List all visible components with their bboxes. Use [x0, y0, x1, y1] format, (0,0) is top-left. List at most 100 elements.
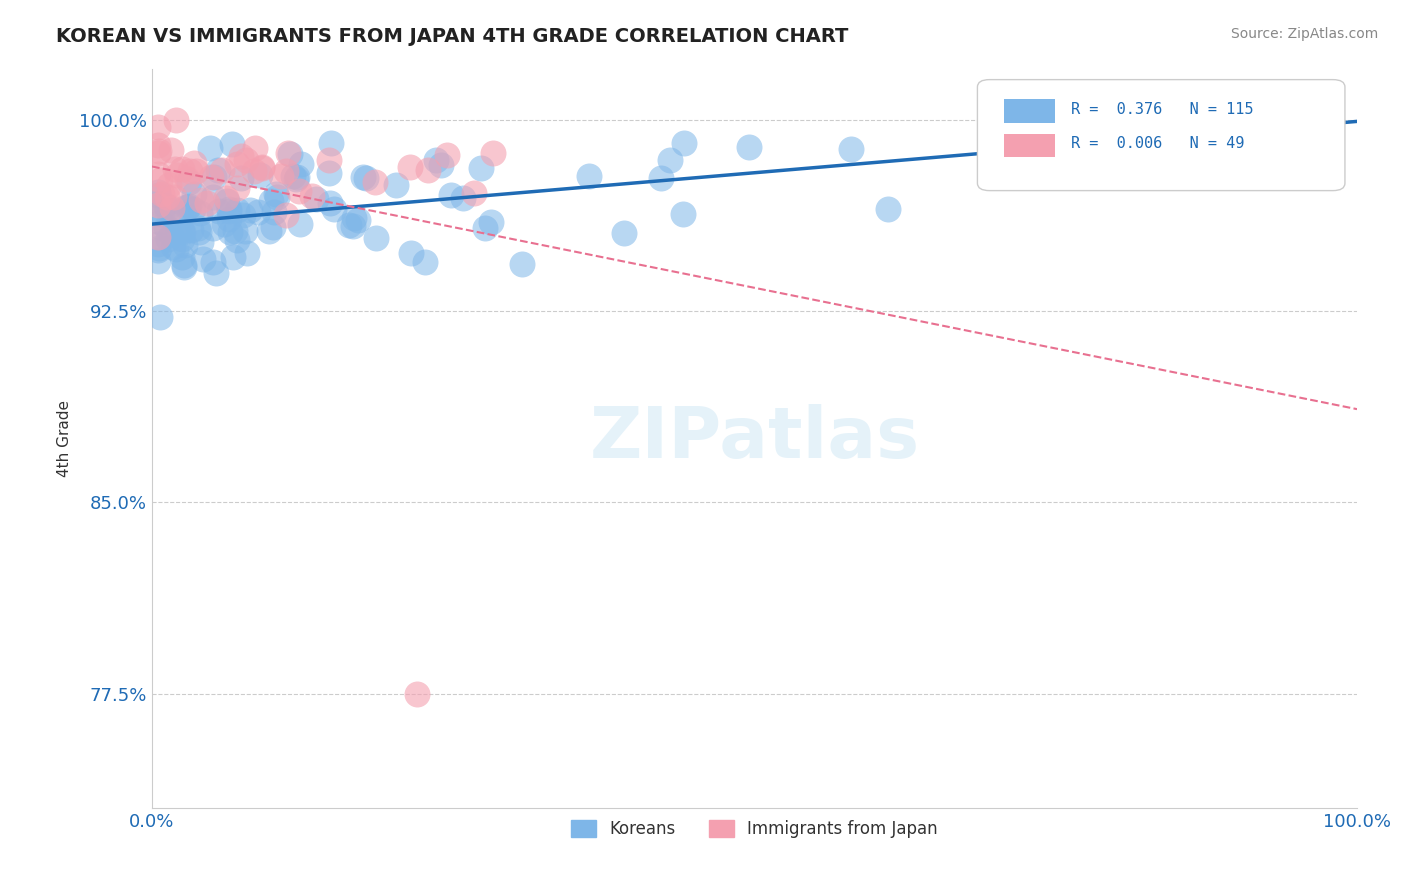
Point: [259, 194, 281, 208]
Point: [200, 141, 222, 155]
Point: [262, 219, 284, 234]
Point: [160, 201, 183, 215]
Point: [156, 190, 179, 204]
Point: [257, 224, 280, 238]
Point: [413, 255, 436, 269]
Point: [166, 169, 188, 183]
Point: [146, 137, 169, 152]
Point: [578, 169, 600, 183]
Point: [225, 157, 247, 171]
Text: R =  0.006   N = 49: R = 0.006 N = 49: [1071, 136, 1244, 152]
Point: [202, 169, 225, 184]
Y-axis label: 4th Grade: 4th Grade: [58, 400, 72, 477]
Point: [613, 227, 636, 241]
Point: [218, 202, 240, 216]
Point: [319, 136, 342, 150]
Point: [184, 163, 207, 178]
Point: [673, 136, 696, 150]
Point: [233, 224, 256, 238]
Point: [463, 186, 485, 201]
Point: [430, 158, 453, 172]
Point: [226, 233, 249, 247]
Point: [301, 188, 323, 202]
Point: [170, 206, 193, 220]
Point: [193, 252, 215, 266]
Point: [146, 244, 169, 258]
Point: [285, 172, 308, 186]
Point: [208, 203, 231, 218]
Text: Source: ZipAtlas.com: Source: ZipAtlas.com: [1230, 27, 1378, 41]
Point: [146, 253, 169, 268]
Point: [149, 220, 172, 235]
Point: [218, 204, 240, 219]
Point: [146, 188, 169, 202]
Point: [155, 220, 177, 235]
Point: [876, 202, 898, 216]
Point: [1046, 160, 1069, 174]
Point: [165, 242, 187, 256]
Point: [425, 153, 447, 168]
Point: [225, 203, 247, 218]
Point: [342, 219, 364, 234]
Point: [149, 310, 172, 325]
Point: [181, 202, 204, 216]
Point: [172, 225, 194, 239]
Point: [174, 200, 197, 214]
Point: [318, 196, 340, 211]
Point: [156, 202, 179, 216]
Point: [146, 186, 169, 200]
Point: [246, 205, 269, 219]
Point: [177, 175, 200, 189]
Point: [440, 188, 463, 202]
Point: [146, 236, 169, 251]
Point: [288, 217, 311, 231]
Point: [173, 259, 195, 273]
Point: [162, 240, 184, 254]
Point: [318, 153, 340, 167]
Text: KOREAN VS IMMIGRANTS FROM JAPAN 4TH GRADE CORRELATION CHART: KOREAN VS IMMIGRANTS FROM JAPAN 4TH GRAD…: [56, 27, 849, 45]
Point: [277, 146, 299, 161]
Point: [470, 161, 492, 176]
Point: [512, 257, 534, 271]
Point: [214, 217, 236, 231]
Point: [146, 198, 169, 212]
Point: [305, 193, 328, 207]
Point: [337, 218, 360, 232]
Point: [221, 137, 243, 152]
Point: [266, 186, 288, 201]
Point: [207, 163, 229, 178]
Point: [201, 221, 224, 235]
Bar: [1004, 99, 1054, 122]
Point: [156, 232, 179, 246]
Point: [418, 163, 440, 178]
Point: [318, 165, 340, 179]
Point: [174, 238, 197, 252]
Point: [146, 196, 169, 211]
Point: [235, 153, 257, 168]
Point: [1109, 151, 1132, 165]
Point: [659, 153, 682, 167]
Point: [180, 223, 202, 237]
Point: [285, 169, 308, 184]
Point: [163, 190, 186, 204]
Point: [243, 141, 266, 155]
Point: [343, 211, 366, 225]
Point: [266, 190, 288, 204]
Point: [222, 250, 245, 264]
Point: [159, 202, 181, 217]
Point: [238, 202, 260, 217]
Point: [195, 196, 218, 211]
Point: [148, 120, 170, 135]
Point: [146, 145, 169, 160]
Point: [177, 200, 200, 214]
Point: [159, 178, 181, 192]
Point: [276, 208, 298, 222]
Point: [149, 173, 172, 187]
Point: [354, 170, 377, 185]
Point: [364, 175, 387, 189]
Text: ZIPatlas: ZIPatlas: [589, 404, 920, 473]
Point: [149, 215, 172, 229]
Point: [148, 144, 170, 158]
Point: [205, 266, 228, 280]
Point: [217, 194, 239, 209]
